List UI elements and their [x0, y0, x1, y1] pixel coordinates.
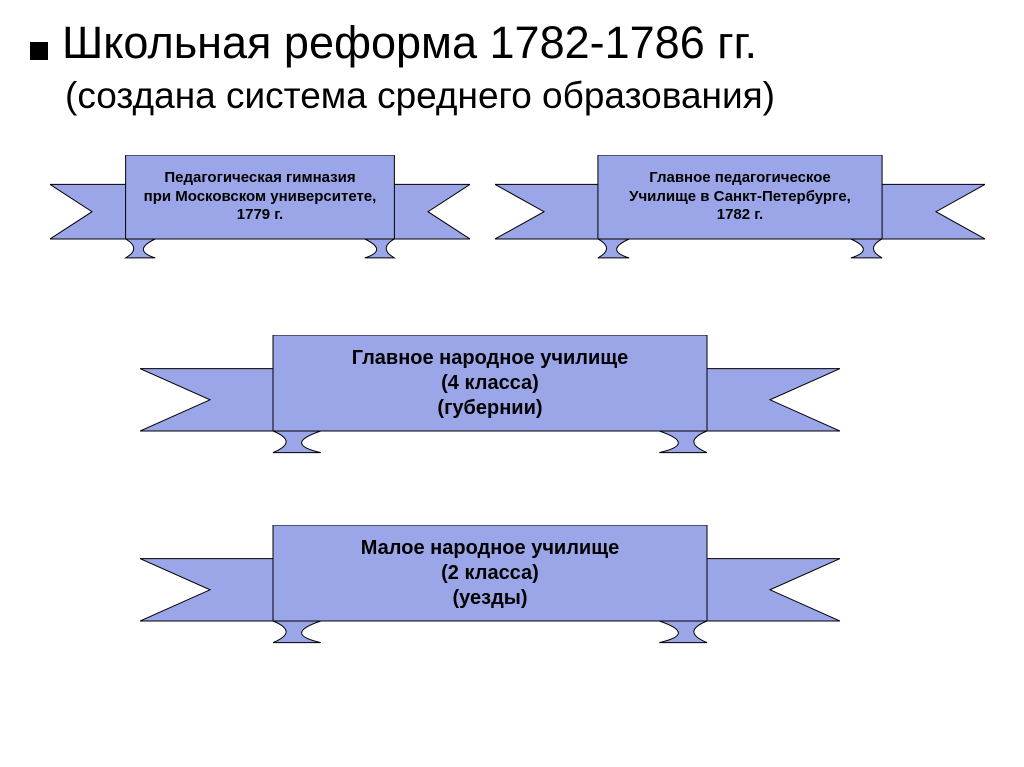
ribbon-banner: Малое народное училище(2 класса)(уезды)	[140, 525, 840, 667]
slide-subtitle: (создана система среднего образования)	[65, 75, 775, 117]
ribbon-banner: Педагогическая гимназияпри Московском ун…	[50, 155, 470, 279]
slide-title: Школьная реформа 1782-1786 гг.	[62, 18, 757, 68]
ribbon-banner: Главное педагогическоеУчилище в Санкт-Пе…	[495, 155, 985, 279]
ribbon-label: Малое народное училище(2 класса)(уезды)	[273, 525, 707, 621]
ribbon-label: Главное педагогическоеУчилище в Санкт-Пе…	[598, 155, 882, 239]
ribbon-banner: Главное народное училище(4 класса)(губер…	[140, 335, 840, 477]
ribbon-label: Педагогическая гимназияпри Московском ун…	[126, 155, 395, 239]
ribbon-label: Главное народное училище(4 класса)(губер…	[273, 335, 707, 431]
title-bullet	[30, 42, 48, 60]
